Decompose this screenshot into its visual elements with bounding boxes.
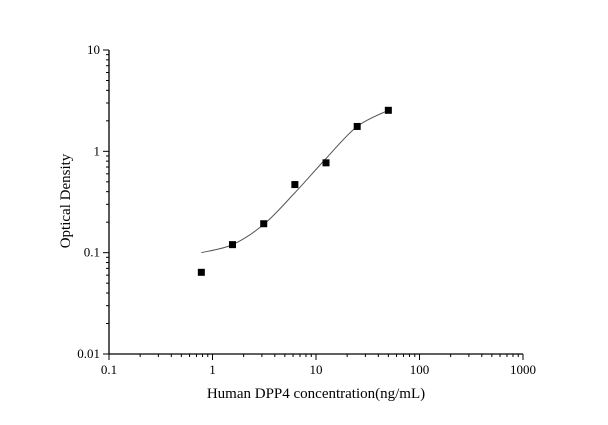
x-tick-label: 100 [410, 362, 430, 377]
y-tick-label: 0.1 [84, 245, 100, 260]
y-tick-label: 0.01 [77, 346, 100, 361]
data-point [291, 181, 299, 189]
x-tick-label: 1 [209, 362, 216, 377]
data-point [353, 122, 361, 130]
data-point [197, 268, 205, 276]
data-point [384, 106, 392, 114]
data-points-layer [197, 106, 392, 276]
data-point [228, 241, 236, 249]
x-tick-label: 10 [310, 362, 323, 377]
data-point [322, 159, 330, 167]
x-tick-label: 1000 [510, 362, 536, 377]
y-tick-label: 1 [94, 143, 101, 158]
y-tick-label: 10 [87, 42, 100, 57]
data-point [260, 220, 268, 228]
x-tick-label: 0.1 [101, 362, 117, 377]
y-axis-label: Optical Density [58, 153, 74, 248]
x-axis-label: Human DPP4 concentration(ng/mL) [207, 386, 425, 402]
